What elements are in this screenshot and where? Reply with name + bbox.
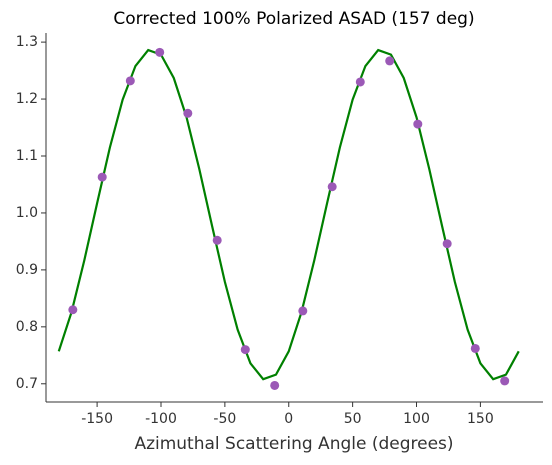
data-point xyxy=(327,182,337,192)
x-axis-label: Azimuthal Scattering Angle (degrees) xyxy=(134,434,453,454)
data-point xyxy=(270,380,280,390)
data-point xyxy=(183,108,193,118)
data-point xyxy=(413,119,423,129)
fit-curve xyxy=(57,48,520,381)
y-tick-label: 1.0 xyxy=(16,205,38,221)
x-tick-label: 50 xyxy=(344,411,362,427)
y-tick-label: 1.1 xyxy=(16,148,38,164)
data-point xyxy=(442,239,452,249)
x-tick-label: -150 xyxy=(81,411,113,427)
x-tick-label: 150 xyxy=(467,411,494,427)
y-tick-label: 0.7 xyxy=(16,376,38,392)
chart-title: Corrected 100% Polarized ASAD (157 deg) xyxy=(113,9,474,29)
data-point xyxy=(470,343,480,353)
data-point xyxy=(155,47,165,57)
data-point xyxy=(240,345,250,355)
y-tick-label: 1.2 xyxy=(16,91,38,107)
y-tick-label: 0.9 xyxy=(16,262,38,278)
data-point xyxy=(212,235,222,245)
data-point xyxy=(125,76,135,86)
y-tick-label: 0.8 xyxy=(16,319,38,335)
x-tick-label: 0 xyxy=(284,411,293,427)
data-point xyxy=(385,56,395,66)
data-point xyxy=(298,306,308,316)
x-tick-label: 100 xyxy=(403,411,430,427)
data-point xyxy=(500,376,510,386)
data-point xyxy=(355,77,365,87)
data-point xyxy=(68,305,78,315)
x-tick-label: -100 xyxy=(145,411,177,427)
x-tick-label: -50 xyxy=(213,411,236,427)
y-tick-label: 1.3 xyxy=(16,34,38,50)
data-point xyxy=(97,172,107,182)
